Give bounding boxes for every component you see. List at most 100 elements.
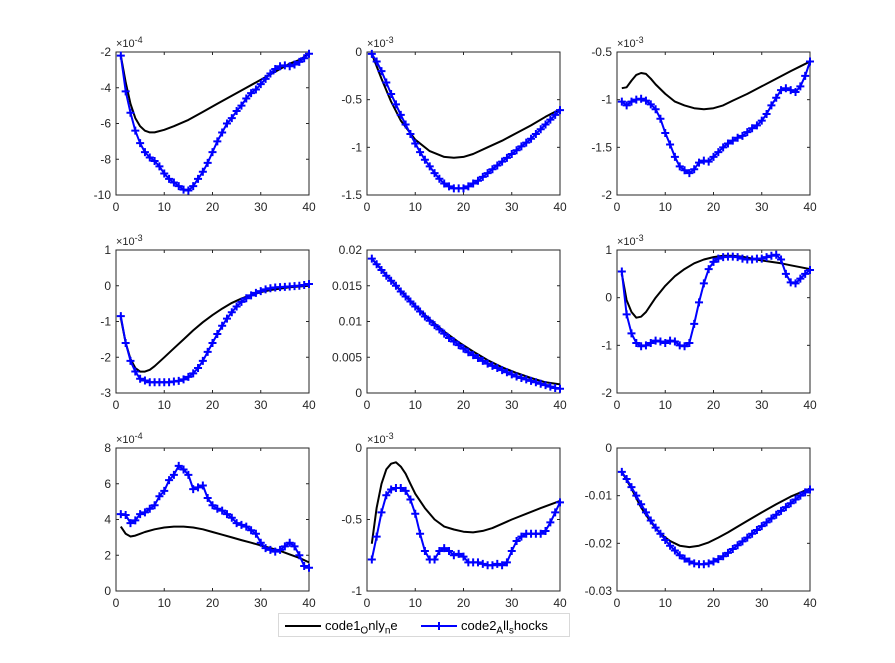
series-2-marker <box>189 485 198 494</box>
series-2-marker <box>728 545 737 554</box>
series-2-line <box>621 61 811 175</box>
series-2-marker <box>517 373 526 382</box>
series-2-marker <box>218 128 227 137</box>
subplot-3: 0 10 20 30 40 -0.5 -1 -1.5 -2 ×10-3 <box>591 35 817 214</box>
subplot-8: 0 10 20 30 40 0 -0.5 -1 ×10-3 <box>341 431 567 610</box>
legend-label-2: code2Allshocks <box>461 618 548 637</box>
series-2-marker <box>126 519 135 528</box>
series-2-marker <box>546 518 555 527</box>
series-2-marker <box>767 101 776 110</box>
y-tick-label: -0.5 <box>341 513 362 527</box>
x-tick-label: 20 <box>206 596 220 610</box>
series-2-marker <box>512 536 521 545</box>
series-2-marker <box>637 94 646 103</box>
series-2-marker <box>556 384 564 393</box>
series-2-marker <box>670 152 679 161</box>
series-2-marker <box>512 146 521 155</box>
series-2-marker <box>498 157 507 166</box>
x-tick-label: 40 <box>302 398 316 412</box>
series-2-marker <box>714 555 723 564</box>
y-tick-label: -2 <box>100 45 111 59</box>
x-tick-label: 10 <box>409 398 423 412</box>
legend-label-1: code1Onlyne <box>325 618 398 637</box>
x-tick-label: 40 <box>553 596 567 610</box>
series-2-marker <box>261 74 270 83</box>
x-tick-label: 30 <box>254 596 268 610</box>
y-tick-label: -1 <box>351 140 362 154</box>
series-2-marker <box>218 321 227 330</box>
series-2-marker <box>791 279 800 288</box>
series-2-marker <box>617 467 626 476</box>
y-tick-label: 0.02 <box>339 243 363 257</box>
series-2-marker <box>473 558 482 567</box>
series-2-marker <box>498 561 507 570</box>
series-2-marker <box>748 124 757 133</box>
series-2-marker <box>256 538 265 547</box>
series-2-marker <box>666 140 675 149</box>
series-2-marker <box>406 297 415 306</box>
series-2-marker <box>213 137 222 146</box>
series-2-marker <box>464 348 473 357</box>
series-2-marker <box>796 274 805 283</box>
y-exponent-label: ×10-3 <box>367 35 394 50</box>
series-2-marker <box>189 182 198 191</box>
series-2-marker <box>150 157 159 166</box>
series-2-marker <box>690 165 699 174</box>
series-2-marker <box>266 69 275 78</box>
series-2-marker <box>469 351 478 360</box>
series-2-marker <box>704 559 713 568</box>
series-2-marker <box>502 153 511 162</box>
y-exponent-label: ×10-3 <box>116 233 143 248</box>
series-2-marker <box>194 363 203 372</box>
x-tick-label: 30 <box>254 200 268 214</box>
subplot-5: 0 10 20 30 40 0.02 0.015 0.01 0.005 0 <box>332 243 567 412</box>
series-2-marker <box>145 504 154 513</box>
series-2-marker <box>622 474 631 483</box>
series-2-marker <box>140 148 149 157</box>
series-1-line <box>370 461 561 544</box>
series-1-line <box>370 53 561 159</box>
series-2-line <box>620 471 811 566</box>
series-2-marker <box>271 64 280 73</box>
series-2-marker <box>541 526 550 535</box>
series-2-marker <box>372 57 381 66</box>
series-2-marker <box>251 529 260 538</box>
series-2-marker <box>203 347 212 356</box>
x-tick-label: 10 <box>659 200 673 214</box>
y-tick-label: 8 <box>104 441 111 455</box>
series-2-marker <box>420 546 429 555</box>
series-2-marker <box>406 495 415 504</box>
series-2-marker <box>184 372 193 381</box>
axes-box <box>616 447 811 592</box>
series-2-marker <box>387 276 396 285</box>
series-2-marker <box>425 162 434 171</box>
series-2-marker <box>435 174 444 183</box>
x-tick-label: 10 <box>659 398 673 412</box>
series-2-marker <box>801 269 810 278</box>
series-2-marker <box>251 85 260 94</box>
series-2-marker <box>194 483 203 492</box>
series-2-marker <box>194 174 203 183</box>
series-2-marker <box>723 139 732 148</box>
series-2-marker <box>680 166 689 175</box>
series-2-marker <box>305 279 313 288</box>
series-2-marker <box>801 71 810 80</box>
series-2-marker <box>377 508 386 517</box>
series-2-marker <box>261 544 270 553</box>
series-2-marker <box>247 526 256 535</box>
series-2-marker <box>714 148 723 157</box>
x-tick-label: 30 <box>505 200 519 214</box>
series-2-marker <box>752 121 761 130</box>
series-2-marker <box>473 353 482 362</box>
series-2-marker <box>772 510 781 519</box>
series-2-marker <box>411 509 420 518</box>
series-2-marker <box>261 285 270 294</box>
x-tick-label: 0 <box>614 200 621 214</box>
subplot-1: 0 10 20 30 40 -2 -4 -6 -8 -10 ×10-4 <box>94 35 316 214</box>
series-2-marker <box>478 172 487 181</box>
series-2-marker <box>666 541 675 550</box>
series-2-marker <box>367 254 376 263</box>
series-2-marker <box>372 260 381 269</box>
series-2-marker <box>791 495 800 504</box>
series-2-marker <box>367 555 376 564</box>
